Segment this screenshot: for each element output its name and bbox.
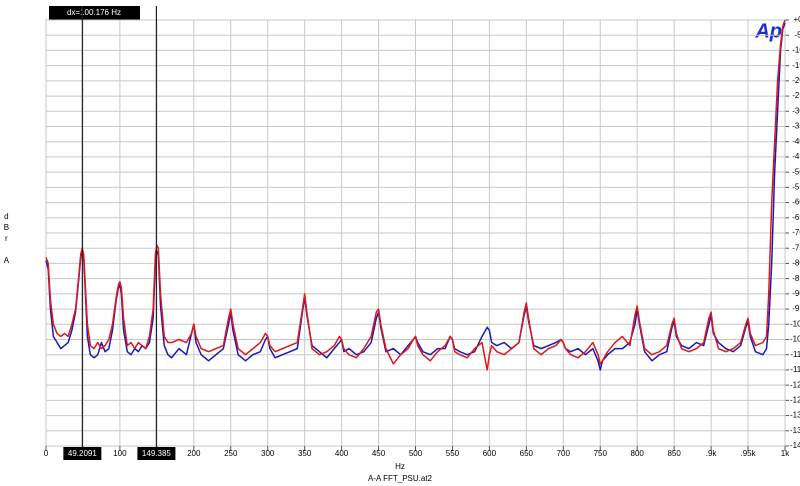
y-tick-label: -110	[790, 350, 800, 359]
annotation-box	[49, 6, 140, 20]
y-tick-label: -140	[790, 441, 800, 450]
y-tick-label: -50	[792, 167, 800, 176]
y-tick-label: -5	[794, 30, 800, 39]
x-tick-label: 750	[594, 449, 608, 458]
x-tick-label: 500	[409, 449, 423, 458]
y-tick-label: -85	[792, 274, 800, 283]
x-tick-label: 450	[372, 449, 386, 458]
x-tick-label: 700	[557, 449, 571, 458]
y-tick-label: -60	[792, 198, 800, 207]
y-tick-label: -55	[792, 182, 800, 191]
x-tick-label: 550	[446, 449, 460, 458]
y-tick-label: -30	[792, 106, 800, 115]
cursor-label-box	[137, 447, 176, 460]
cursor-label: 149.385	[142, 449, 171, 458]
x-tick-label: 650	[520, 449, 534, 458]
file-name: A-A FFT_PSU.at2	[368, 474, 433, 483]
y-tick-label: -20	[792, 76, 800, 85]
y-tick-label: -90	[792, 289, 800, 298]
y-tick-label: -15	[792, 61, 800, 70]
y-tick-label: -70	[792, 228, 800, 237]
y-axis-label: dBr A	[2, 212, 11, 267]
x-tick-label: 1k	[781, 449, 790, 458]
y-tick-label: -125	[790, 395, 800, 404]
y-tick-label: -25	[792, 91, 800, 100]
y-tick-label: -115	[790, 365, 800, 374]
annotation: dx=100.176 Hz	[67, 8, 121, 17]
y-tick-label: -105	[790, 335, 800, 344]
x-tick-label: 850	[667, 449, 681, 458]
y-tick-label: -130	[790, 411, 800, 420]
y-tick-label: -95	[792, 304, 800, 313]
x-tick-label: 100	[113, 449, 127, 458]
y-tick-label: -80	[792, 259, 800, 268]
x-tick-label: 300	[261, 449, 275, 458]
y-tick-label: -120	[790, 380, 800, 389]
logo: Ap	[754, 20, 782, 42]
x-tick-label: 350	[298, 449, 312, 458]
y-tick-label: -65	[792, 213, 800, 222]
x-tick-label: .95k	[740, 449, 756, 458]
cursor-label-box	[63, 447, 102, 460]
y-tick-label: -40	[792, 137, 800, 146]
series-line	[45, 19, 786, 371]
y-tick-label: -45	[792, 152, 800, 161]
y-tick-label: -75	[792, 243, 800, 252]
x-tick-label: 250	[224, 449, 238, 458]
x-tick-label: .9k	[706, 449, 718, 458]
x-tick-label: 400	[335, 449, 349, 458]
y-tick-label: -35	[792, 122, 800, 131]
x-tick-label: 0	[44, 449, 49, 458]
x-axis-label: Hz	[395, 462, 405, 471]
x-tick-label: 800	[631, 449, 645, 458]
y-tick-label: -135	[790, 426, 800, 435]
y-tick-label: -100	[790, 319, 800, 328]
y-tick-label: +0	[793, 15, 800, 24]
cursor-label: 49.2091	[68, 449, 97, 458]
x-tick-label: 200	[187, 449, 201, 458]
x-tick-label: 600	[483, 449, 497, 458]
y-tick-label: -10	[792, 46, 800, 55]
